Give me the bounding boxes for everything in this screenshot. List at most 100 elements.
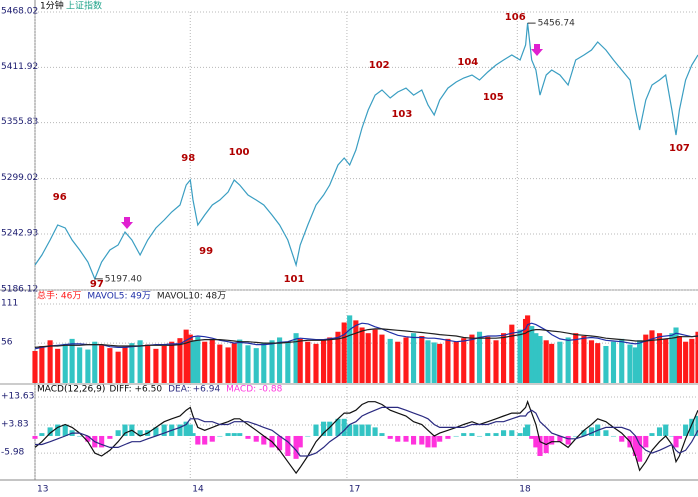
- bar: [161, 424, 167, 436]
- bar: [39, 345, 45, 383]
- bar: [190, 340, 196, 383]
- bar: [437, 343, 443, 383]
- bar: [461, 433, 467, 436]
- arrow-marker: [531, 44, 543, 56]
- bar: [137, 430, 143, 436]
- bar: [632, 435, 639, 456]
- bar: [62, 424, 68, 436]
- bar: [293, 435, 299, 459]
- bar: [115, 430, 121, 436]
- bar: [689, 338, 695, 383]
- legend-entry: DIFF: +6.50: [109, 385, 162, 395]
- legend-entry: MACD: -0.88: [226, 385, 282, 395]
- bar: [493, 433, 499, 436]
- bar: [683, 341, 689, 383]
- bar: [445, 435, 451, 439]
- bar: [649, 433, 655, 436]
- bar: [581, 336, 587, 383]
- bar: [261, 435, 267, 445]
- bar: [549, 435, 555, 445]
- series-line: [34, 322, 698, 350]
- bar: [145, 344, 151, 383]
- bar: [557, 435, 563, 442]
- bar: [183, 421, 189, 436]
- bar: [543, 340, 549, 383]
- bar: [77, 347, 83, 383]
- bar: [695, 415, 698, 436]
- bar: [663, 424, 669, 436]
- bar: [62, 343, 68, 383]
- bar: [217, 344, 223, 383]
- bar: [365, 333, 371, 383]
- bar: [261, 342, 267, 383]
- bar: [379, 433, 385, 436]
- bar: [676, 336, 683, 383]
- annotation: 104: [457, 57, 478, 68]
- bar: [39, 433, 45, 436]
- bar: [537, 435, 543, 456]
- legend-entry: MAVOL5: 49万: [87, 292, 151, 302]
- bar: [209, 435, 215, 442]
- callout-label: 5456.74: [538, 19, 575, 29]
- bar: [403, 337, 409, 383]
- bar: [476, 435, 483, 437]
- bar: [573, 333, 579, 383]
- bar: [269, 340, 275, 383]
- series-line: [35, 406, 698, 457]
- bar: [419, 336, 425, 383]
- bar: [122, 424, 128, 436]
- bar: [643, 435, 649, 448]
- bar: [190, 433, 196, 436]
- bar: [476, 331, 483, 383]
- bar: [115, 351, 121, 383]
- annotation: 101: [284, 274, 305, 285]
- bar: [277, 337, 283, 383]
- y-tick-label: 5468.02: [1, 7, 38, 17]
- bar: [231, 343, 237, 383]
- bar: [689, 418, 695, 436]
- bar: [517, 329, 523, 383]
- bar: [549, 343, 555, 383]
- x-tick-label: 13: [37, 485, 48, 495]
- bar: [245, 345, 251, 383]
- bar: [529, 326, 535, 383]
- bar: [453, 341, 459, 383]
- bar: [437, 435, 443, 442]
- bar: [285, 435, 291, 456]
- bar: [663, 338, 669, 383]
- bar: [565, 337, 571, 383]
- y-tick-label: 5355.83: [1, 117, 38, 127]
- legend-entry: DEA: +6.94: [168, 385, 220, 395]
- bar: [359, 424, 365, 436]
- bar: [557, 341, 563, 383]
- bar: [313, 343, 319, 383]
- bar: [419, 435, 425, 445]
- annotation: 103: [391, 109, 412, 120]
- bar: [153, 348, 159, 383]
- bar: [603, 430, 609, 436]
- series-line: [34, 399, 698, 475]
- bar: [501, 333, 507, 383]
- bar: [335, 331, 341, 383]
- bar: [85, 349, 91, 383]
- bar: [353, 424, 359, 436]
- bar: [347, 424, 353, 436]
- bar: [588, 427, 595, 436]
- bar: [365, 424, 371, 436]
- plot-layer: 5468.02 5411.92 5355.83 5299.02 5242.93 5186.…: [1, 7, 698, 495]
- bar: [533, 333, 539, 383]
- annotation: 99: [199, 246, 213, 257]
- bar: [695, 331, 698, 383]
- bar: [32, 435, 38, 439]
- annotation: 97: [90, 279, 104, 290]
- bar: [202, 341, 208, 383]
- bar: [445, 338, 451, 383]
- bar: [610, 341, 617, 383]
- annotation: 107: [669, 143, 690, 154]
- bar: [469, 433, 475, 436]
- bar: [77, 435, 83, 437]
- bar: [643, 334, 649, 383]
- bar: [187, 334, 193, 383]
- bar: [341, 322, 347, 383]
- bar: [55, 424, 61, 436]
